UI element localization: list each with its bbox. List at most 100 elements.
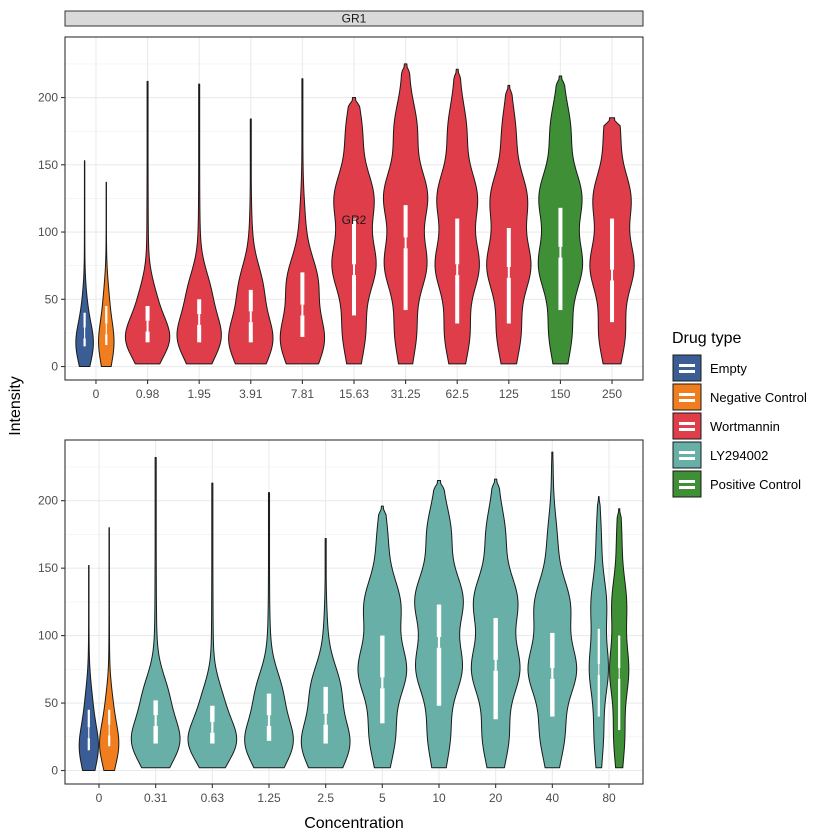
panel-gr1: GR105010015020000.981.953.917.8115.6331.…: [38, 11, 643, 401]
x-tick-label: 0.31: [144, 791, 168, 805]
y-axis: 050100150200: [38, 91, 65, 374]
legend-key-bar: [679, 486, 695, 489]
x-tick-label: 125: [499, 387, 519, 401]
box-lower: [610, 280, 614, 322]
median-notch: [106, 324, 107, 335]
median-notch: [301, 305, 303, 316]
median-notch: [268, 715, 270, 726]
box-lower: [84, 338, 86, 346]
x-tick-label: 62.5: [446, 387, 470, 401]
x-tick-label: 150: [550, 387, 570, 401]
x-tick-label: 20: [489, 791, 503, 805]
box-upper: [404, 205, 408, 237]
legend-label: Positive Control: [710, 477, 801, 492]
box-upper: [197, 299, 201, 314]
box-upper: [507, 228, 511, 267]
box-lower: [352, 275, 356, 315]
legend: Drug type Empty Negative Control Wortmanni…: [672, 330, 807, 497]
box-lower: [153, 726, 157, 744]
x-tick-label: 0.98: [136, 387, 160, 401]
legend-item-ly294002: LY294002: [673, 442, 768, 468]
legend-key: [673, 413, 701, 439]
median-notch: [438, 637, 440, 648]
legend-key: [673, 442, 701, 468]
x-tick-label: 80: [602, 791, 616, 805]
median-notch: [88, 727, 89, 738]
legend-key: [673, 471, 701, 497]
box-upper: [267, 694, 271, 716]
box-lower: [455, 275, 459, 323]
x-axis-title: Concentration: [304, 815, 404, 832]
box-lower: [249, 322, 253, 342]
legend-label: LY294002: [710, 448, 768, 463]
box-lower: [105, 334, 107, 345]
median-notch: [198, 314, 200, 325]
x-tick-label: 0: [96, 791, 103, 805]
legend-label: Negative Control: [710, 390, 807, 405]
median-notch: [619, 668, 620, 679]
median-notch: [456, 264, 458, 275]
legend-key-bar: [679, 451, 695, 454]
median-notch: [84, 328, 85, 339]
x-axis: 00.310.631.252.5510204080: [96, 784, 616, 805]
y-tick-label: 100: [38, 225, 58, 239]
box-upper: [550, 633, 554, 668]
legend-item-wortmannin: Wortmannin: [673, 413, 780, 439]
x-tick-label: 0.63: [201, 791, 225, 805]
median-notch: [353, 264, 355, 275]
strip-label: GR1: [342, 12, 367, 26]
x-tick-label: 7.81: [291, 387, 315, 401]
x-tick-label: 5: [379, 791, 386, 805]
box-lower: [88, 738, 90, 750]
median-notch: [405, 237, 407, 248]
legend-key-bar: [679, 364, 695, 367]
box-lower: [210, 733, 214, 744]
chart-panels: GR105010015020000.981.953.917.8115.6331.…: [38, 11, 643, 805]
box-upper: [493, 618, 497, 660]
box-lower: [618, 679, 620, 730]
legend-key-bar: [679, 393, 695, 396]
x-tick-label: 40: [546, 791, 560, 805]
median-notch: [559, 247, 561, 258]
box-upper: [249, 290, 253, 312]
box-upper: [108, 710, 110, 725]
legend-key-bar: [679, 428, 695, 431]
legend-label: Wortmannin: [710, 419, 780, 434]
legend-key-bar: [679, 399, 695, 402]
box-upper: [618, 636, 620, 668]
box-lower: [300, 315, 304, 337]
legend-key-bar: [679, 422, 695, 425]
box-upper: [146, 306, 150, 321]
median-notch: [508, 267, 510, 278]
y-tick-label: 0: [51, 764, 58, 778]
y-tick-label: 100: [38, 629, 58, 643]
box-upper: [300, 272, 304, 304]
box-lower: [108, 735, 110, 746]
legend-key: [673, 384, 701, 410]
box-lower: [558, 258, 562, 310]
median-notch: [250, 311, 252, 322]
box-lower: [267, 726, 271, 741]
box-upper: [210, 706, 214, 722]
median-notch: [147, 321, 149, 332]
y-tick-label: 200: [38, 494, 58, 508]
strip-label: GR2: [342, 213, 367, 227]
box-upper: [598, 629, 600, 664]
x-axis: 00.981.953.917.8115.6331.2562.5125150250: [93, 380, 623, 401]
box-upper: [88, 710, 90, 728]
box-lower: [507, 278, 511, 324]
box-lower: [493, 671, 497, 720]
y-tick-label: 50: [45, 696, 59, 710]
legend-title: Drug type: [672, 330, 741, 347]
x-tick-label: 2.5: [317, 791, 334, 805]
median-notch: [211, 722, 213, 733]
box-upper: [437, 605, 441, 637]
x-tick-label: 15.63: [339, 387, 369, 401]
box-lower: [550, 679, 554, 717]
y-tick-label: 150: [38, 158, 58, 172]
x-tick-label: 3.91: [239, 387, 263, 401]
legend-item-empty: Empty: [673, 355, 747, 381]
median-notch: [495, 660, 497, 671]
median-notch: [611, 270, 613, 281]
box-lower: [404, 248, 408, 310]
